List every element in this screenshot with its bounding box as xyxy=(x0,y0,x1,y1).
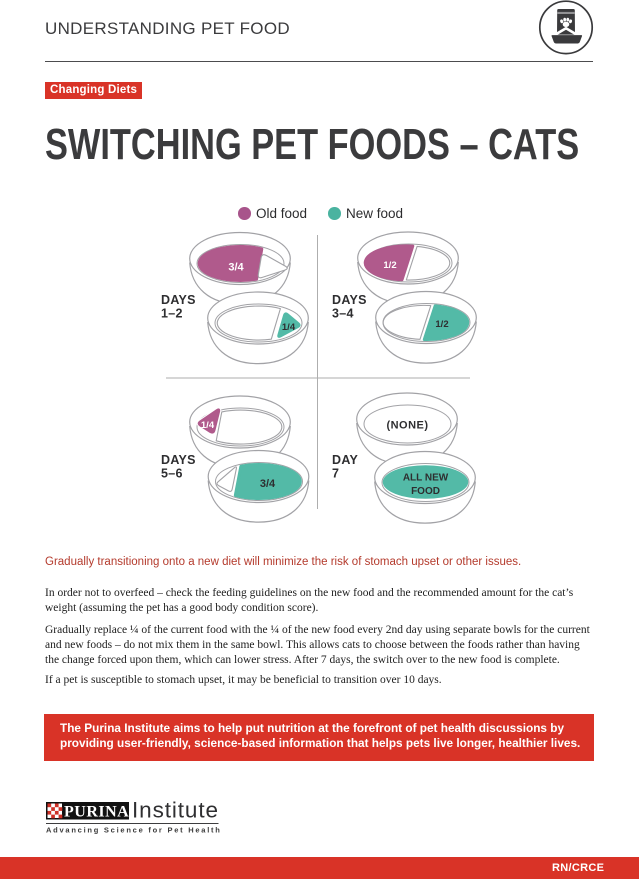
svg-text:3/4: 3/4 xyxy=(228,262,244,274)
svg-text:1/2: 1/2 xyxy=(383,260,396,271)
svg-text:(NONE): (NONE) xyxy=(386,420,428,432)
svg-text:1–2: 1–2 xyxy=(161,307,183,321)
svg-text:ALL NEW: ALL NEW xyxy=(403,473,449,484)
svg-text:DAY: DAY xyxy=(332,453,359,467)
svg-text:DAYS: DAYS xyxy=(161,293,196,307)
svg-text:1/4: 1/4 xyxy=(282,322,296,333)
svg-text:3/4: 3/4 xyxy=(260,478,276,490)
svg-text:Advancing Science for Pet Heal: Advancing Science for Pet Health xyxy=(46,826,222,835)
svg-text:3–4: 3–4 xyxy=(332,307,354,321)
svg-text:1/4: 1/4 xyxy=(201,420,215,431)
svg-text:5–6: 5–6 xyxy=(161,467,183,481)
svg-text:Institute: Institute xyxy=(132,800,219,823)
svg-text:7: 7 xyxy=(332,467,339,481)
svg-text:DAYS: DAYS xyxy=(332,293,367,307)
svg-text:FOOD: FOOD xyxy=(411,486,440,497)
svg-text:PURINA: PURINA xyxy=(64,803,129,820)
svg-text:DAYS: DAYS xyxy=(161,453,196,467)
svg-text:1/2: 1/2 xyxy=(435,319,448,330)
